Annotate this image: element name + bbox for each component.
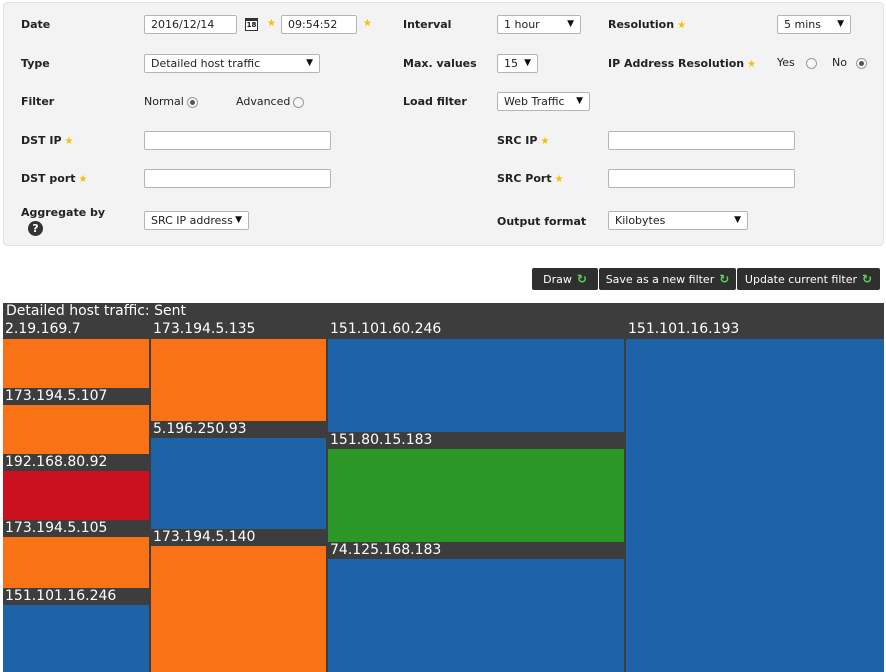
chevron-down-icon: ▼ [235, 215, 242, 225]
treemap-cell[interactable] [3, 537, 149, 588]
star-icon: ★ [363, 18, 372, 29]
treemap-node-label: 173.194.5.107 [3, 388, 149, 405]
output-format-label: Output format [497, 215, 587, 228]
calendar-icon[interactable]: 18 [245, 18, 258, 31]
help-icon[interactable]: ? [28, 221, 43, 236]
refresh-icon: ↻ [576, 272, 587, 286]
treemap-cell[interactable] [3, 405, 149, 454]
filter-form-panel [3, 2, 884, 246]
aggregate-by-select[interactable]: SRC IP address ▼ [144, 211, 249, 230]
src-port-label: SRC Port ★ [497, 172, 564, 185]
refresh-icon: ↻ [719, 272, 730, 286]
interval-select[interactable]: 1 hour ▼ [497, 15, 581, 34]
date-label: Date [21, 18, 51, 31]
treemap-column-header: 151.101.16.193 [628, 321, 740, 337]
treemap-column-header: 151.101.60.246 [330, 321, 442, 337]
max-values-label: Max. values [403, 57, 477, 70]
filter-advanced-label: Advanced [236, 95, 291, 108]
traffic-treemap: Detailed host traffic: Sent 2.19.169.7 1… [3, 303, 884, 672]
max-values-select[interactable]: 15 ▼ [497, 54, 538, 73]
src-ip-label: SRC IP ★ [497, 134, 550, 147]
treemap-cell[interactable] [3, 339, 149, 388]
treemap-node-label: 151.80.15.183 [328, 432, 624, 449]
chevron-down-icon: ▼ [837, 19, 844, 29]
src-port-input[interactable] [608, 169, 795, 188]
aggregate-by-label: Aggregate by [21, 206, 106, 219]
chevron-down-icon: ▼ [576, 96, 583, 106]
treemap-cell[interactable] [151, 546, 326, 672]
update-current-filter-button[interactable]: Update current filter ↻ [737, 268, 880, 290]
type-label: Type [21, 57, 50, 70]
treemap-node-label: 151.101.16.246 [3, 588, 149, 605]
date-input[interactable] [144, 15, 237, 34]
chevron-down-icon: ▼ [567, 19, 574, 29]
treemap-cell[interactable] [626, 339, 884, 672]
ip-resolution-label: IP Address Resolution ★ [608, 57, 757, 70]
src-ip-input[interactable] [608, 131, 795, 150]
treemap-cell[interactable] [151, 339, 326, 421]
dst-ip-label: DST IP ★ [21, 134, 74, 147]
ip-resolution-no-radio[interactable] [856, 58, 867, 69]
chevron-down-icon: ▼ [734, 215, 741, 225]
star-icon: ★ [64, 136, 74, 147]
treemap-node-label: 5.196.250.93 [151, 421, 326, 438]
load-filter-label: Load filter [403, 95, 467, 108]
star-icon: ★ [78, 174, 88, 185]
treemap-node-label: 74.125.168.183 [328, 542, 624, 559]
treemap-cell[interactable] [3, 471, 149, 520]
treemap-cell[interactable] [328, 559, 624, 672]
load-filter-select[interactable]: Web Traffic ▼ [497, 92, 590, 111]
refresh-icon: ↻ [862, 272, 873, 286]
star-icon: ★ [677, 20, 687, 31]
resolution-select[interactable]: 5 mins ▼ [777, 15, 851, 34]
interval-label: Interval [403, 18, 452, 31]
ip-resolution-yes-label: Yes [777, 56, 795, 69]
star-icon: ★ [267, 18, 276, 29]
dst-ip-input[interactable] [144, 131, 331, 150]
ip-resolution-yes-radio[interactable] [806, 58, 817, 69]
type-select[interactable]: Detailed host traffic ▼ [144, 54, 320, 73]
filter-normal-radio[interactable] [187, 97, 198, 108]
star-icon: ★ [747, 59, 757, 70]
star-icon: ★ [540, 136, 550, 147]
treemap-node-label: 173.194.5.140 [151, 529, 326, 546]
draw-button[interactable]: Draw ↻ [532, 268, 598, 290]
treemap-cell[interactable] [151, 438, 326, 529]
save-new-filter-button[interactable]: Save as a new filter ↻ [599, 268, 736, 290]
treemap-cell[interactable] [328, 449, 624, 542]
chevron-down-icon: ▼ [306, 58, 313, 68]
output-format-select[interactable]: Kilobytes ▼ [608, 211, 748, 230]
filter-advanced-radio[interactable] [293, 97, 304, 108]
treemap-cell[interactable] [3, 605, 149, 672]
filter-normal-label: Normal [144, 95, 184, 108]
dst-port-input[interactable] [144, 169, 331, 188]
time-input[interactable] [281, 15, 357, 34]
resolution-label: Resolution ★ [608, 18, 687, 31]
dst-port-label: DST port ★ [21, 172, 88, 185]
treemap-cell[interactable] [328, 339, 624, 432]
filter-label: Filter [21, 95, 55, 108]
treemap-column-header: 2.19.169.7 [5, 321, 81, 337]
ip-resolution-no-label: No [832, 56, 847, 69]
treemap-column-header: 173.194.5.135 [153, 321, 256, 337]
chevron-down-icon: ▼ [524, 58, 531, 68]
treemap-node-label: 192.168.80.92 [3, 454, 149, 471]
treemap-node-label: 173.194.5.105 [3, 520, 149, 537]
star-icon: ★ [554, 174, 564, 185]
treemap-title: Detailed host traffic: Sent [6, 303, 186, 319]
